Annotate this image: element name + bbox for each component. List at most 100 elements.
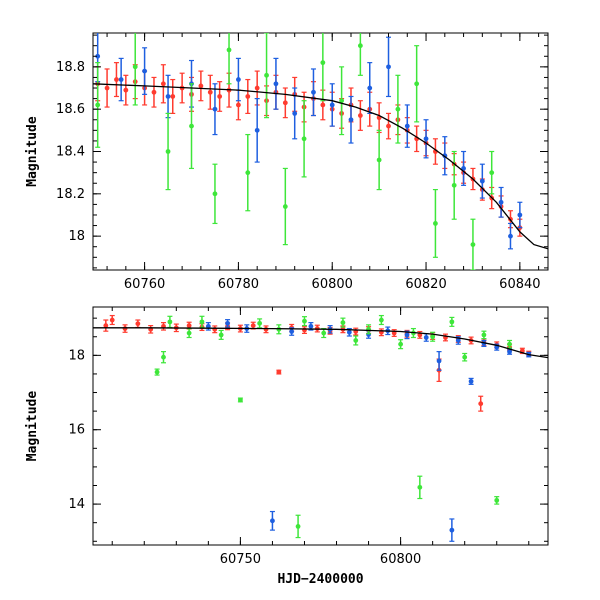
top-panel: 60760 60780 60800 60820 60840 18 18.2 18.4 18.6 1… [25,32,549,292]
data-point [151,76,157,108]
y-tick-label: 18 [68,229,85,244]
data-point [320,33,326,102]
x-tick-label: 60750 [220,552,261,567]
data-point [348,95,354,144]
data-point [367,62,373,115]
data-point [269,510,275,531]
data-point [142,47,148,95]
data-point [160,322,166,331]
series-0 [103,314,532,412]
data-point [123,74,129,106]
data-point [282,87,288,119]
x-tick-label: 60840 [499,277,540,292]
data-point [479,163,485,199]
data-point [339,66,345,136]
data-point [478,395,484,412]
data-point [462,352,468,362]
data-point [118,57,124,102]
data-point [289,327,295,336]
series-1 [205,319,532,542]
data-point [189,83,195,170]
y-tick-label: 18.8 [56,60,85,75]
data-point [276,369,282,375]
data-point [225,319,231,328]
data-point [135,319,141,329]
plot-area [93,314,548,542]
data-point [186,327,192,339]
data-point [132,33,138,106]
data-point [257,318,263,329]
data-point [423,119,429,159]
data-point [148,324,154,334]
data-point [254,97,260,163]
data-point [378,314,384,326]
data-point [235,57,241,102]
data-point [301,316,307,327]
data-point [507,222,513,250]
data-point [212,83,218,136]
y-tick-label: 18.4 [56,145,85,160]
data-point [481,330,487,340]
model-curve [93,83,548,250]
data-point [340,317,346,328]
data-point [198,70,204,102]
data-point [95,62,101,148]
data-point [517,201,523,229]
series-0 [95,62,523,237]
data-point [378,328,384,337]
x-tick-label: 60780 [218,277,259,292]
y-axis-title: Magnitude [25,116,40,187]
data-point [357,100,363,131]
data-point [104,68,110,108]
data-point [217,81,223,112]
data-point [170,78,176,115]
data-point [207,74,213,110]
series-1 [95,33,523,250]
data-point [282,167,288,246]
data-point [436,351,442,371]
data-point [321,327,327,339]
data-point [386,36,392,98]
data-point [449,518,455,542]
x-tick-label: 60800 [380,552,421,567]
data-point [449,316,455,327]
data-point [212,325,218,334]
data-point [353,327,359,336]
data-point [357,33,363,76]
plot-frame [92,306,549,546]
data-point [199,315,205,329]
series-2 [95,33,495,270]
y-tick-label: 18.6 [56,102,85,117]
data-point [386,112,392,140]
data-point [404,104,410,148]
x-tick-label: 60820 [405,277,446,292]
data-point [218,329,224,340]
data-point [310,68,316,117]
data-point [376,129,382,191]
y-tick-label: 14 [68,497,85,512]
data-point [432,188,438,258]
data-point [489,150,495,195]
data-point [160,351,166,364]
data-point [165,74,171,119]
data-point [295,514,301,539]
data-point [245,133,251,212]
data-point [498,186,504,218]
x-axis-title: HJD−2400000 [277,572,363,587]
x-tick-label: 60760 [124,277,165,292]
data-point [273,57,279,110]
y-tick-label: 18 [68,348,85,363]
data-point [122,324,128,333]
data-point [461,150,467,186]
bottom-panel: 60750 60800 14 16 18 Magnitude HJD−2400000 [25,306,549,587]
data-point [417,475,423,500]
data-point [329,83,335,127]
data-point [154,368,160,376]
data-point [353,335,359,346]
data-point [226,33,232,85]
data-point [376,102,382,134]
data-point [113,62,119,98]
data-point [301,326,307,335]
data-point [432,138,438,165]
